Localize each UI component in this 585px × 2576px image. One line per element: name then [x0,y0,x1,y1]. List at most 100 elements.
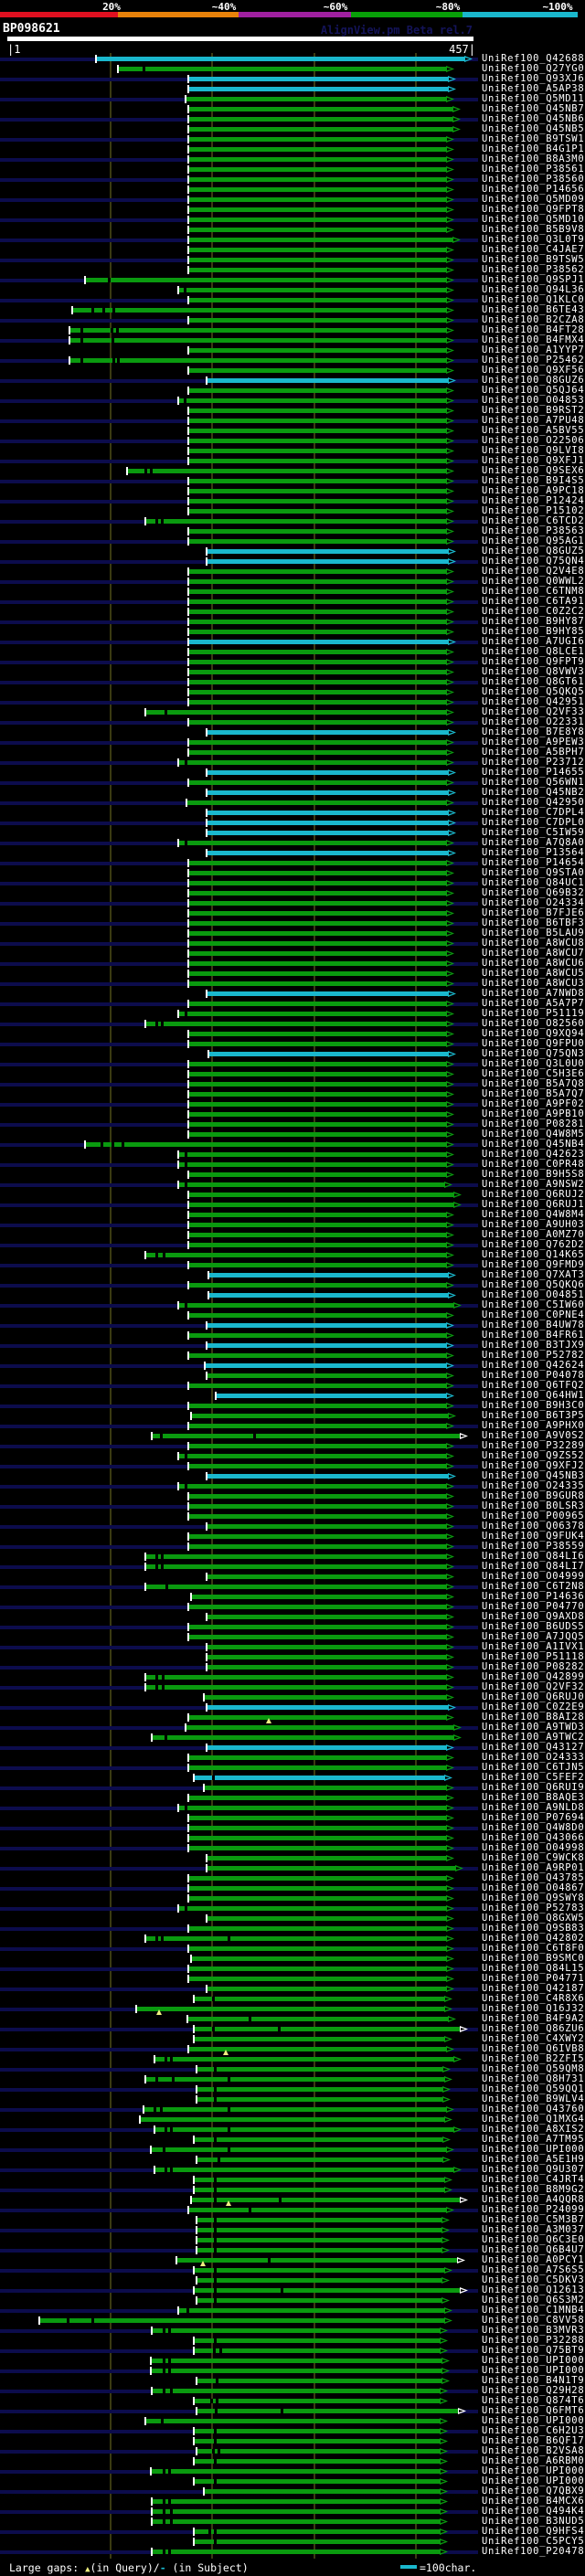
hit-label[interactable]: UniRef100_Q4W8M4 [482,1209,585,1220]
hit-label[interactable]: UniRef100_Q45NB4 [482,1139,585,1150]
hit-bar[interactable] [189,1926,446,1931]
hit-label[interactable]: UniRef100_Q6FMT6 [482,2405,585,2416]
hit-label[interactable]: UniRef100_UPI000.. [482,2365,585,2376]
hit-bar[interactable] [189,620,446,624]
hit-bar[interactable] [189,610,446,614]
hit-bar[interactable] [179,2308,444,2313]
hit-bar[interactable] [189,1404,446,1408]
hit-bar[interactable] [189,1504,446,1509]
hit-bar[interactable] [195,2027,460,2031]
hit-label[interactable]: UniRef100_Q6TFQ2 [482,1380,585,1391]
hit-bar[interactable] [146,1936,446,1941]
hit-label[interactable]: UniRef100_B2VSA8 [482,2445,585,2456]
hit-bar[interactable] [189,1203,453,1207]
hit-label[interactable]: UniRef100_O82560 [482,1018,585,1029]
hit-bar[interactable] [189,951,446,956]
hit-label[interactable]: UniRef100_A7PU48 [482,415,585,426]
hit-label[interactable]: UniRef100_Q9FMD9 [482,1259,585,1270]
hit-label[interactable]: UniRef100_P14655 [482,767,585,778]
hit-label[interactable]: UniRef100_A6RBM0 [482,2455,585,2466]
hit-label[interactable]: UniRef100_Q43066 [482,1832,585,1843]
hit-label[interactable]: UniRef100_Q8GXW5 [482,1913,585,1924]
hit-bar[interactable] [189,1122,446,1127]
hit-bar[interactable] [195,1997,444,2001]
hit-bar[interactable] [179,760,446,765]
hit-bar[interactable] [179,1806,446,1810]
hit-label[interactable]: UniRef100_Q9XQ94 [482,1028,585,1039]
hit-bar[interactable] [197,2097,442,2102]
hit-label[interactable]: UniRef100_Q69B32 [482,887,585,898]
hit-label[interactable]: UniRef100_A8WCU7 [482,948,585,959]
hit-label[interactable]: UniRef100_Q84LI6 [482,1551,585,1562]
hit-bar[interactable] [197,2157,442,2162]
hit-bar[interactable] [189,931,446,936]
hit-label[interactable]: UniRef100_O04999 [482,1571,585,1582]
hit-bar[interactable] [155,2057,453,2062]
hit-bar[interactable] [207,378,448,383]
hit-bar[interactable] [207,1916,446,1921]
hit-label[interactable]: UniRef100_Q45NB7 [482,103,585,114]
hit-bar[interactable] [189,348,446,353]
hit-bar[interactable] [189,579,446,584]
hit-bar[interactable] [146,1585,446,1589]
hit-bar[interactable] [146,1675,446,1680]
hit-label[interactable]: UniRef100_P04770 [482,1601,585,1612]
hit-bar[interactable] [189,1263,446,1267]
hit-label[interactable]: UniRef100_A7S6S5 [482,2264,585,2275]
hit-bar[interactable] [189,107,452,111]
hit-label[interactable]: UniRef100_A1IVX1 [482,1641,585,1652]
hit-bar[interactable] [189,1062,446,1066]
hit-bar[interactable] [197,2278,441,2283]
hit-label[interactable]: UniRef100_Q6RUJ2 [482,1189,585,1200]
hit-label[interactable]: UniRef100_O24334 [482,897,585,908]
hit-bar[interactable] [189,429,446,433]
hit-bar[interactable] [189,258,446,262]
hit-bar[interactable] [189,1353,446,1358]
hit-label[interactable]: UniRef100_P38559 [482,1541,585,1552]
hit-label[interactable]: UniRef100_A5E1H9 [482,2154,585,2165]
hit-label[interactable]: UniRef100_B8A3M0 [482,154,585,164]
hit-bar[interactable] [192,1595,446,1599]
hit-bar[interactable] [189,921,446,926]
hit-label[interactable]: UniRef100_P14636 [482,1591,585,1602]
hit-bar[interactable] [217,1394,446,1398]
hit-label[interactable]: UniRef100_A9PF02 [482,1098,585,1109]
hit-label[interactable]: UniRef100_P14654 [482,857,585,868]
hit-bar[interactable] [195,2338,440,2343]
hit-label[interactable]: UniRef100_C7DPL4 [482,807,585,818]
hit-label[interactable]: UniRef100_P23712 [482,757,585,768]
hit-label[interactable]: UniRef100_B2CZA8 [482,314,585,325]
hit-label[interactable]: UniRef100_Q42623 [482,1149,585,1160]
hit-bar[interactable] [207,1866,455,1871]
hit-bar[interactable] [153,2328,440,2333]
hit-bar[interactable] [195,2137,442,2142]
hit-label[interactable]: UniRef100_C4R8X6 [482,1993,585,2004]
hit-label[interactable]: UniRef100_P52782 [482,1350,585,1361]
hit-bar[interactable] [207,1474,448,1479]
hit-label[interactable]: UniRef100_B9H5S8 [482,1169,585,1180]
hit-bar[interactable] [189,157,446,162]
hit-label[interactable]: UniRef100_P24099 [482,2204,585,2215]
hit-label[interactable]: UniRef100_UPI000.. [482,2355,585,2366]
hit-bar[interactable] [195,2268,444,2273]
hit-label[interactable]: UniRef100_C9WCK8 [482,1852,585,1863]
hit-bar[interactable] [197,2218,441,2222]
hit-label[interactable]: UniRef100_B4MCX6 [482,2496,585,2507]
hit-label[interactable]: UniRef100_A9PHX0 [482,1420,585,1431]
hit-bar[interactable] [189,1002,446,1006]
hit-label[interactable]: UniRef100_B9I4S5 [482,475,585,486]
hit-label[interactable]: UniRef100_B4FT28 [482,324,585,335]
hit-label[interactable]: UniRef100_B9RST2 [482,405,585,416]
hit-label[interactable]: UniRef100_B8AQE3 [482,1792,585,1803]
hit-label[interactable]: UniRef100_B3TJX9 [482,1340,585,1351]
hit-label[interactable]: UniRef100_Q75QN3 [482,1048,585,1059]
hit-label[interactable]: UniRef100_Q42950 [482,797,585,808]
hit-label[interactable]: UniRef100_Q9FPT9 [482,656,585,667]
hit-label[interactable]: UniRef100_C4JAE7 [482,244,585,255]
hit-label[interactable]: UniRef100_B3MVR3 [482,2325,585,2336]
hit-label[interactable]: UniRef100_B9H3C0 [482,1400,585,1411]
hit-label[interactable]: UniRef100_B6TBF3 [482,917,585,928]
hit-bar[interactable] [153,2499,440,2504]
hit-bar[interactable] [195,1776,444,1780]
hit-label[interactable]: UniRef100_UPI000.. [482,2475,585,2486]
